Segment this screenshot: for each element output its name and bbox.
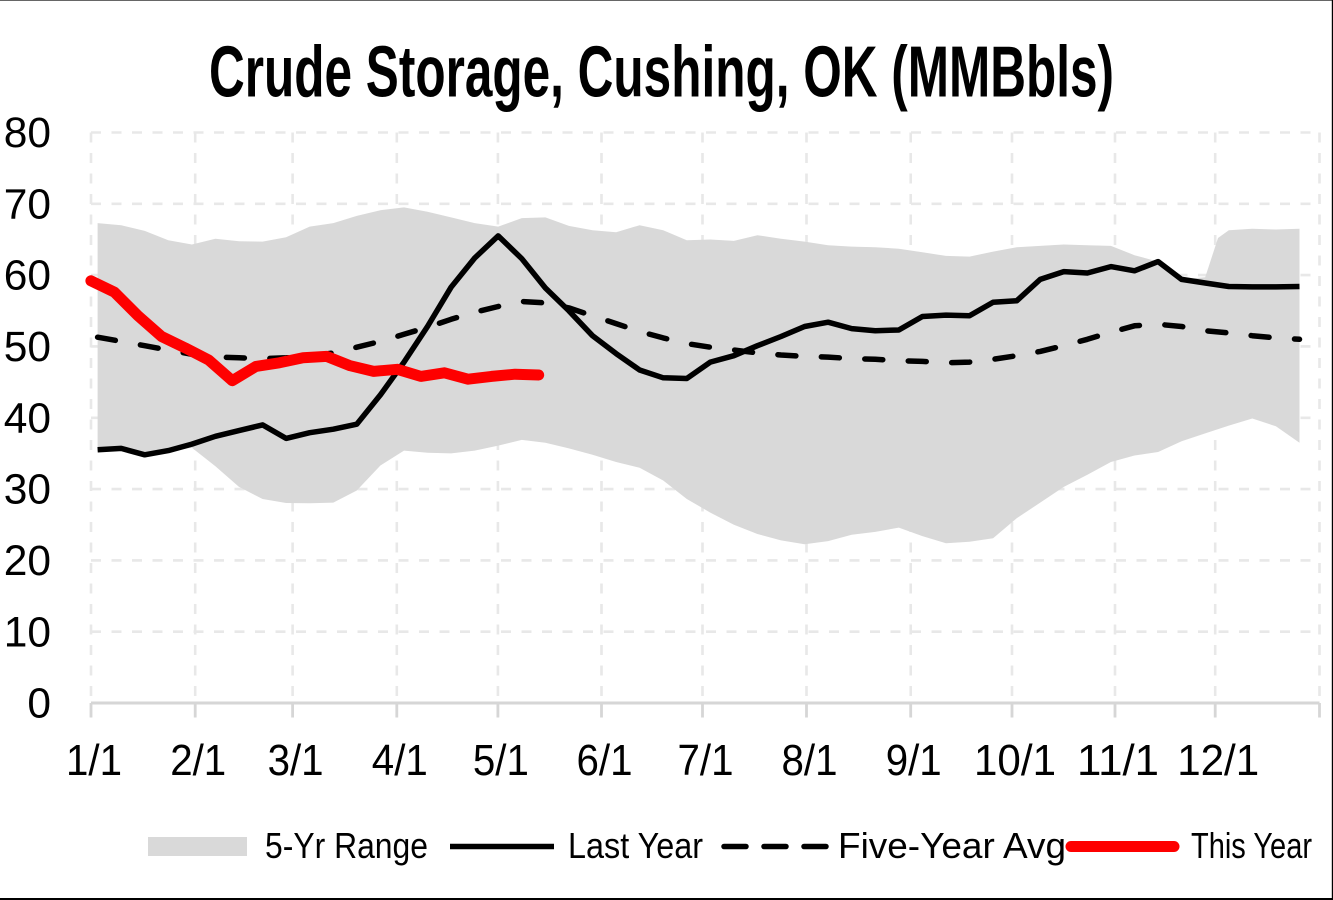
svg-text:20: 20 [4, 538, 51, 585]
svg-text:7/1: 7/1 [678, 736, 734, 785]
svg-text:Five-Year Avg: Five-Year Avg [838, 825, 1066, 866]
svg-text:4/1: 4/1 [372, 736, 428, 785]
svg-text:1/1: 1/1 [66, 736, 122, 785]
svg-text:5/1: 5/1 [473, 736, 529, 785]
svg-text:80: 80 [4, 110, 51, 157]
svg-text:0: 0 [27, 681, 51, 728]
svg-text:8/1: 8/1 [782, 736, 838, 785]
svg-text:60: 60 [4, 253, 51, 300]
svg-text:2/1: 2/1 [170, 736, 226, 785]
svg-text:11/1: 11/1 [1077, 736, 1159, 785]
svg-text:70: 70 [4, 181, 51, 228]
svg-text:Last Year: Last Year [568, 825, 703, 866]
svg-text:30: 30 [4, 467, 51, 514]
svg-text:This Year: This Year [1191, 825, 1312, 866]
svg-text:Crude Storage, Cushing, OK (MM: Crude Storage, Cushing, OK (MMBbls) [209, 33, 1114, 113]
svg-text:10: 10 [4, 609, 51, 656]
svg-text:12/1: 12/1 [1177, 736, 1259, 785]
svg-text:9/1: 9/1 [886, 736, 942, 785]
svg-text:3/1: 3/1 [268, 736, 324, 785]
svg-text:6/1: 6/1 [577, 736, 633, 785]
svg-text:50: 50 [4, 324, 51, 371]
svg-text:5-Yr Range: 5-Yr Range [265, 825, 428, 866]
svg-text:10/1: 10/1 [974, 736, 1056, 785]
svg-text:40: 40 [4, 395, 51, 442]
